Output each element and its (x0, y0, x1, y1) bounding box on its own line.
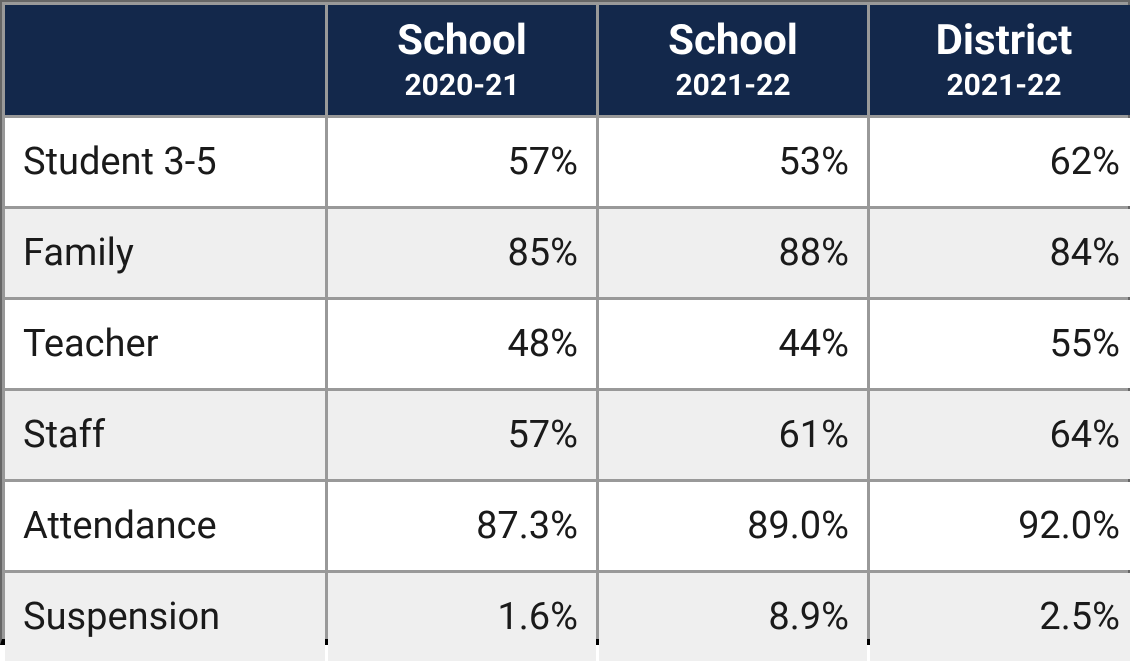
cell-value: 64% (870, 391, 1130, 479)
cell-value: 57% (328, 391, 596, 479)
cell-value: 61% (599, 391, 867, 479)
cell-value: 8.9% (599, 573, 867, 661)
header-subtitle: 2021-22 (888, 69, 1120, 104)
table-row: Staff 57% 61% 64% (5, 391, 1130, 479)
cell-value: 44% (599, 300, 867, 388)
header-col-3: District 2021-22 (870, 5, 1130, 115)
row-label: Attendance (5, 482, 325, 570)
cell-value: 87.3% (328, 482, 596, 570)
header-subtitle: 2021-22 (617, 69, 849, 104)
header-title: School (617, 17, 849, 65)
row-label: Suspension (5, 573, 325, 661)
cell-value: 92.0% (870, 482, 1130, 570)
table-row: Attendance 87.3% 89.0% 92.0% (5, 482, 1130, 570)
cell-value: 55% (870, 300, 1130, 388)
cell-value: 84% (870, 209, 1130, 297)
row-label: Student 3-5 (5, 118, 325, 206)
header-subtitle: 2020-21 (346, 69, 578, 104)
row-label: Teacher (5, 300, 325, 388)
header-col-1: School 2020-21 (328, 5, 596, 115)
table-row: Family 85% 88% 84% (5, 209, 1130, 297)
cell-value: 85% (328, 209, 596, 297)
cell-value: 48% (328, 300, 596, 388)
cell-value: 2.5% (870, 573, 1130, 661)
cell-value: 53% (599, 118, 867, 206)
header-col-2: School 2021-22 (599, 5, 867, 115)
table-row: Student 3-5 57% 53% 62% (5, 118, 1130, 206)
cell-value: 1.6% (328, 573, 596, 661)
metrics-table: School 2020-21 School 2021-22 District 2… (2, 2, 1130, 664)
cell-value: 89.0% (599, 482, 867, 570)
cell-value: 88% (599, 209, 867, 297)
header-title: School (346, 17, 578, 65)
cell-value: 62% (870, 118, 1130, 206)
row-label: Staff (5, 391, 325, 479)
cell-value: 57% (328, 118, 596, 206)
row-label: Family (5, 209, 325, 297)
header-title: District (888, 17, 1120, 65)
data-table: School 2020-21 School 2021-22 District 2… (0, 0, 1130, 645)
table-header-row: School 2020-21 School 2021-22 District 2… (5, 5, 1130, 115)
table-row: Teacher 48% 44% 55% (5, 300, 1130, 388)
header-blank (5, 5, 325, 115)
table-row: Suspension 1.6% 8.9% 2.5% (5, 573, 1130, 661)
